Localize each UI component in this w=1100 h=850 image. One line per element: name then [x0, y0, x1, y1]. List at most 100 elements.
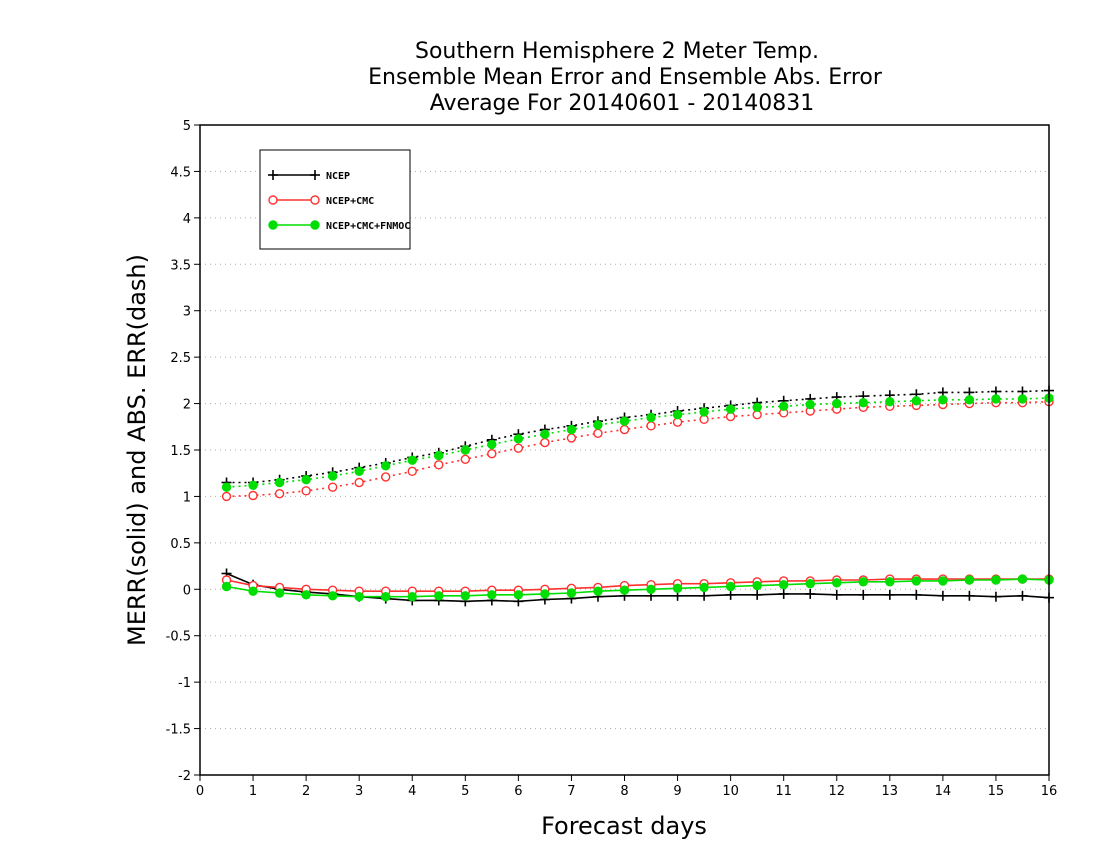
merr-point	[619, 585, 630, 595]
y-tick-label: -2	[178, 769, 191, 784]
x-tick-label: 7	[567, 784, 575, 799]
merr-point	[990, 591, 1001, 602]
y-tick-label: 2	[183, 398, 191, 413]
legend-marker	[310, 195, 320, 205]
merr-point	[513, 590, 524, 600]
abserr-point	[354, 477, 364, 488]
legend-marker	[268, 195, 278, 205]
merr-point	[858, 589, 869, 600]
abserr-point	[566, 424, 577, 435]
y-tick-label: 4	[183, 212, 191, 227]
merr-point	[911, 576, 922, 586]
merr-point	[884, 589, 895, 600]
abserr-point	[540, 437, 550, 448]
title-line-2: Ensemble Mean Error and Ensemble Abs. Er…	[368, 65, 883, 90]
merr-point	[381, 592, 391, 602]
chart-title: Southern Hemisphere 2 Meter Temp. Ensemb…	[368, 39, 883, 116]
x-tick-label: 6	[514, 784, 522, 799]
y-tick-label: 0	[183, 583, 191, 598]
x-tick-label: 4	[408, 784, 416, 799]
abserr-point	[699, 407, 709, 417]
y-tick-label: -0.5	[166, 630, 191, 645]
abserr-point	[460, 445, 471, 455]
merr-point	[699, 590, 710, 601]
merr-point	[672, 583, 683, 594]
x-tick-label: 15	[988, 784, 1005, 799]
abserr-point	[593, 428, 603, 438]
abserr-point	[301, 475, 311, 485]
y-tick-label: 3	[183, 305, 191, 320]
merr-point	[434, 591, 444, 601]
abserr-point	[991, 394, 1001, 404]
abserr-point	[354, 466, 364, 477]
x-tick-label: 1	[249, 784, 257, 799]
abserr-point	[513, 443, 524, 453]
merr-point	[725, 589, 736, 600]
abserr-point	[646, 421, 656, 431]
abserr-point	[487, 439, 497, 450]
merr-point	[699, 582, 709, 593]
abserr-point	[938, 395, 948, 405]
x-tick-label: 11	[775, 784, 792, 799]
legend-label: NCEP+CMC	[326, 196, 374, 207]
y-tick-label: 2.5	[170, 351, 191, 366]
y-axis: 5 4.5 4 3.5 3 2.5 2 1.5 1 0.5 0 -0.5 -1 -1.5 -2	[166, 119, 200, 784]
abserr-point	[274, 477, 285, 488]
y-tick-label: -1	[178, 676, 191, 691]
series-layer	[221, 385, 1054, 607]
y-tick-label: 3.5	[170, 258, 191, 273]
gridlines	[200, 170, 1049, 730]
abserr-point	[593, 420, 603, 430]
merr-point	[566, 588, 577, 598]
merr-point	[274, 588, 285, 598]
merr-point	[593, 586, 603, 596]
merr-point	[248, 586, 258, 596]
abserr-point	[540, 429, 550, 439]
merr-point	[301, 590, 311, 600]
abserr-line-NCEP	[226, 389, 1050, 484]
merr-point	[540, 589, 550, 599]
abserr-point	[672, 410, 683, 420]
abserr-line-NCEP+CMC	[226, 400, 1050, 498]
legend-marker	[310, 220, 320, 230]
merr-point	[938, 576, 948, 586]
x-tick-label: 16	[1041, 784, 1058, 799]
abserr-point	[619, 424, 630, 435]
legend-marker	[310, 170, 320, 180]
x-tick-label: 9	[673, 784, 681, 799]
abserr-line-NCEP+CMC+FNMOC	[226, 397, 1050, 488]
series-NCEP+CMC	[221, 397, 1054, 596]
merr-point	[911, 589, 922, 600]
x-tick-label: 8	[620, 784, 628, 799]
legend-marker	[268, 220, 278, 230]
abserr-point	[248, 490, 258, 501]
abserr-point	[778, 401, 789, 412]
legend-label: NCEP+CMC+FNMOC	[326, 221, 410, 232]
merr-point	[885, 577, 895, 587]
abserr-point	[858, 397, 868, 408]
merr-point	[725, 581, 736, 592]
x-tick-label: 14	[935, 784, 952, 799]
series-NCEP	[221, 385, 1054, 607]
merr-point	[858, 577, 868, 587]
title-line-3: Average For 20140601 - 20140831	[430, 91, 815, 116]
series-NCEP+CMC+FNMOC	[221, 393, 1054, 602]
merr-point	[221, 581, 232, 592]
abserr-point	[274, 488, 285, 499]
abserr-point	[381, 472, 391, 482]
y-tick-label: -1.5	[166, 723, 191, 738]
legend: NCEP NCEP+CMC NCEP+CMC+FNMOC	[259, 149, 411, 250]
merr-point	[354, 592, 364, 602]
x-tick-label: 2	[302, 784, 310, 799]
x-axis: 0 1 2 3 4 5 6 7 8 9 10 11 12 13 14 15 16	[196, 775, 1057, 799]
y-tick-label: 1	[183, 490, 191, 505]
y-tick-label: 5	[183, 119, 191, 134]
x-tick-label: 3	[355, 784, 363, 799]
merr-point	[805, 588, 816, 599]
x-axis-title: Forecast days	[541, 812, 707, 840]
abserr-point	[752, 402, 762, 412]
merr-point	[832, 578, 842, 588]
abserr-point	[407, 455, 417, 465]
merr-line-NCEP+CMC+FNMOC	[226, 578, 1050, 598]
abserr-point	[381, 461, 391, 471]
